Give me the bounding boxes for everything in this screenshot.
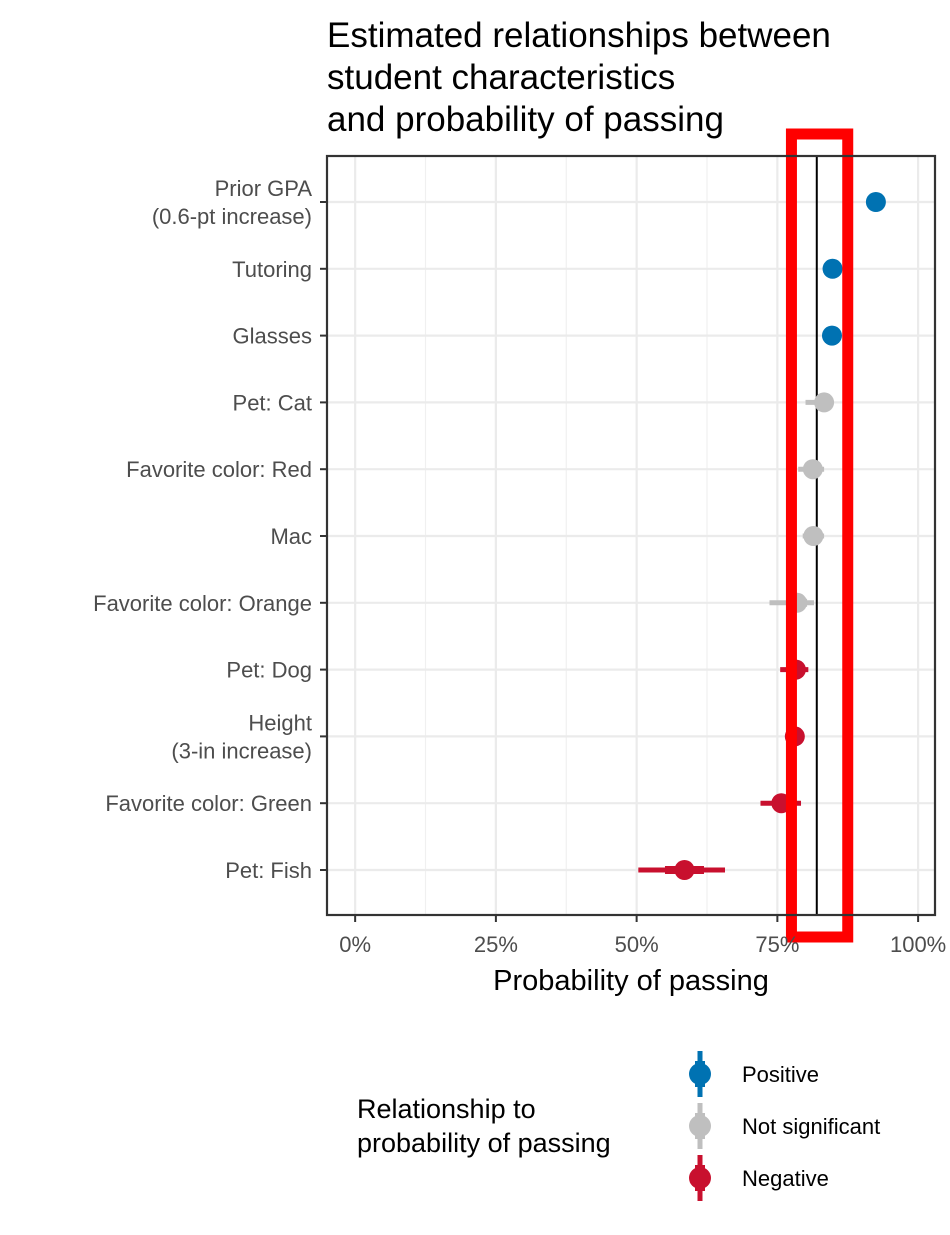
chart-title-line: student characteristics [327, 58, 675, 97]
highlight-rectangle [785, 128, 854, 943]
legend-label: Positive [742, 1062, 819, 1087]
y-axis-label: Pet: Cat [233, 390, 312, 415]
x-axis-ticks: 0% 25% 50% 75% 100% [339, 915, 946, 957]
y-axis-labels: Prior GPA (0.6-pt increase) Tutoring Glasse… [93, 176, 327, 883]
legend-title-line: probability of passing [357, 1128, 611, 1158]
x-tick-label: 25% [474, 932, 518, 957]
data-point [821, 325, 842, 346]
y-axis-label: Prior GPA [215, 176, 313, 201]
data-point [822, 258, 843, 279]
legend: Relationship to probability of passing Pos… [357, 1051, 880, 1201]
data-point [865, 192, 886, 212]
y-axis-label: Pet: Fish [225, 858, 312, 883]
x-tick-label: 0% [339, 932, 371, 957]
chart-title-line: and probability of passing [327, 100, 724, 139]
legend-label: Not significant [742, 1114, 880, 1139]
y-axis-label: Height [248, 710, 312, 735]
legend-key-point [689, 1063, 711, 1085]
y-axis-label: Glasses [233, 324, 312, 349]
y-axis-label: Favorite color: Green [105, 791, 312, 816]
legend-title-line: Relationship to [357, 1094, 536, 1124]
x-tick-label: 75% [755, 932, 799, 957]
x-tick-label: 50% [615, 932, 659, 957]
x-tick-label: 100% [890, 932, 946, 957]
data-point [814, 392, 835, 413]
y-axis-label: Favorite color: Orange [93, 591, 312, 616]
legend-key-point [689, 1167, 711, 1189]
y-axis-label: Favorite color: Red [126, 457, 312, 482]
legend-key-point [689, 1115, 711, 1137]
y-axis-label: Mac [270, 524, 312, 549]
chart-title-line: Estimated relationships between [327, 16, 831, 55]
y-axis-label: Pet: Dog [226, 658, 312, 683]
data-point [674, 860, 695, 880]
x-axis-title: Probability of passing [493, 965, 769, 997]
y-axis-label: (3-in increase) [171, 738, 312, 763]
legend-label: Negative [742, 1166, 829, 1191]
highlight-box [785, 128, 854, 943]
y-axis-label: (0.6-pt increase) [152, 204, 312, 229]
data-point [803, 526, 824, 546]
data-point [802, 459, 823, 480]
y-axis-label: Tutoring [232, 257, 312, 282]
